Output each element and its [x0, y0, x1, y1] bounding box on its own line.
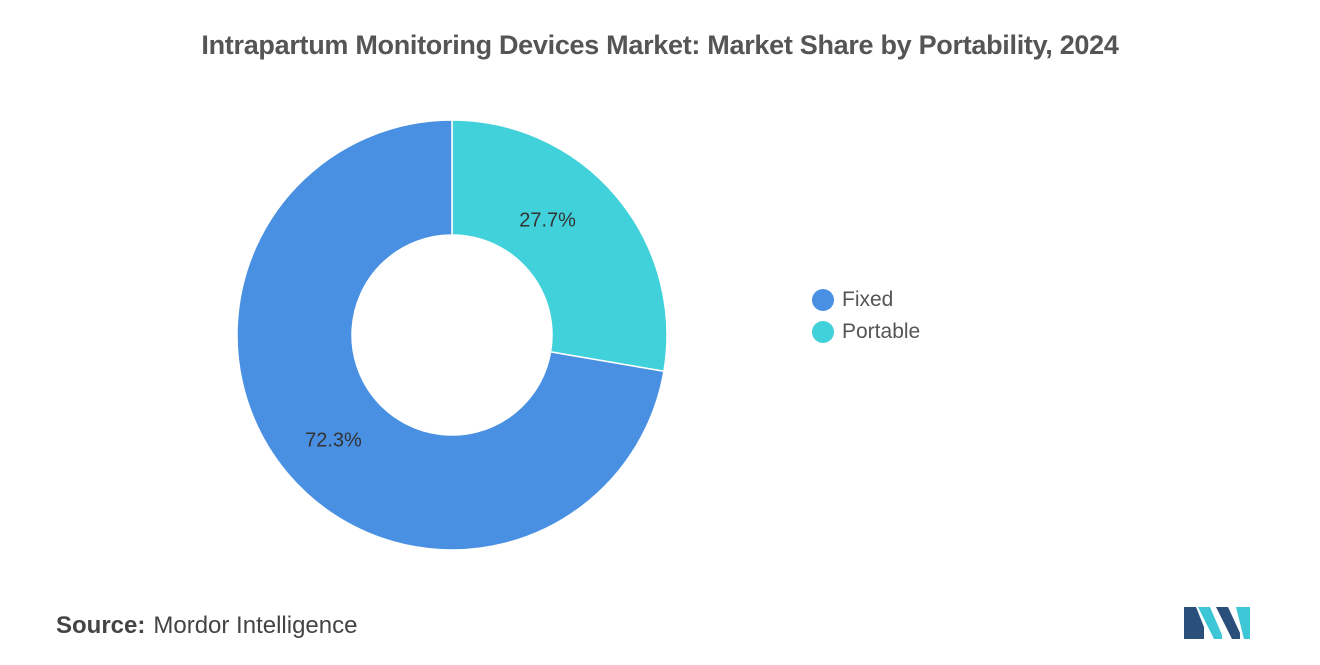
legend-swatch-fixed: [812, 289, 834, 311]
legend-label-fixed: Fixed: [842, 288, 894, 311]
source-note: Source: Mordor Intelligence: [56, 612, 357, 640]
legend-label-portable: Portable: [842, 320, 921, 343]
legend-item-fixed[interactable]: Fixed: [812, 284, 920, 316]
chart-title: Intrapartum Monitoring Devices Market: M…: [201, 30, 1119, 60]
legend: Fixed Portable: [812, 284, 920, 348]
mordor-intelligence-logo-icon: [1184, 607, 1250, 639]
source-label: Source:: [56, 612, 146, 639]
slice-portable[interactable]: [451, 119, 668, 373]
slice-fixed[interactable]: [236, 119, 665, 551]
slice-label-fixed: 72.3%: [305, 429, 362, 451]
legend-swatch-portable: [812, 321, 834, 343]
slice-label-portable: 27.7%: [519, 209, 576, 231]
legend-item-portable[interactable]: Portable: [812, 316, 920, 348]
source-value: Mordor Intelligence: [153, 612, 358, 639]
